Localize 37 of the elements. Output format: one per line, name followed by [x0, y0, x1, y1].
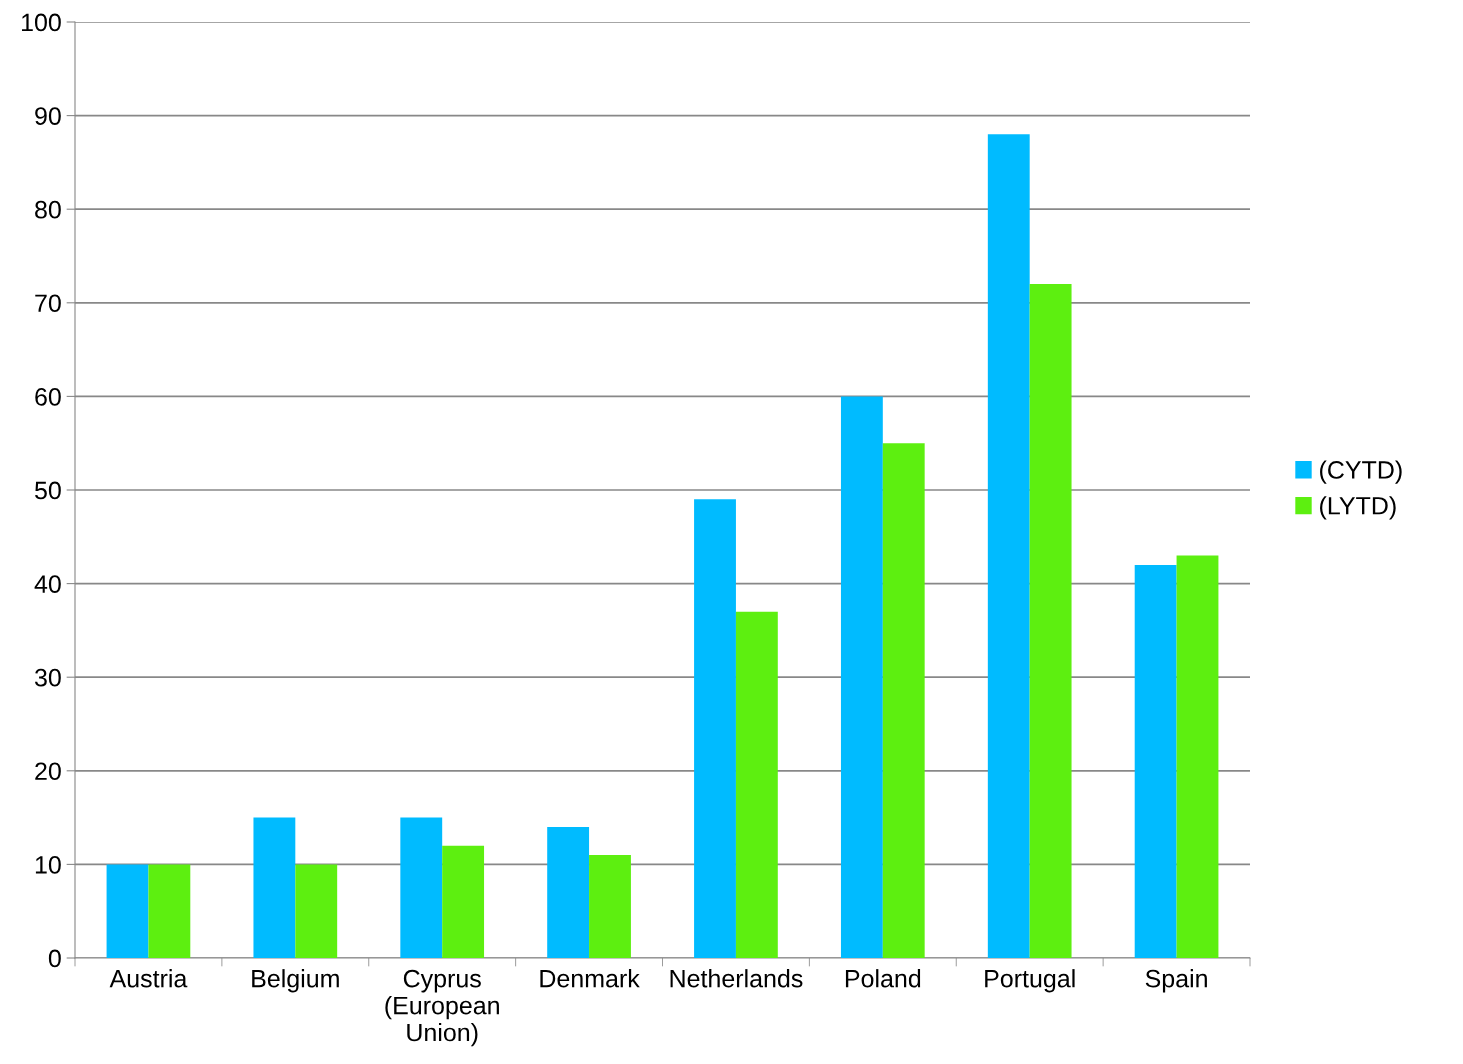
y-tick-label: 70 [35, 294, 61, 313]
bar [295, 864, 338, 958]
x-tick-label: Poland [845, 969, 921, 988]
y-tick-label: 0 [48, 949, 61, 968]
y-tick-label: 100 [22, 13, 61, 32]
bar [840, 396, 883, 958]
y-tick-label: 30 [34, 668, 61, 687]
x-tick-label: Denmark [540, 969, 640, 988]
bar [694, 499, 736, 958]
y-tick-label: 90 [35, 107, 61, 125]
bar [547, 826, 590, 958]
y-tick-label: 40 [34, 575, 61, 593]
bar [253, 817, 296, 958]
y-tick-label: 80 [35, 200, 61, 219]
bar [589, 855, 631, 958]
y-tick-label: 20 [35, 762, 61, 781]
bar [882, 443, 925, 958]
legend-label: (CYTD) [1320, 460, 1402, 484]
x-tick-label: Portugal [985, 969, 1075, 993]
bar [987, 134, 1030, 958]
x-tick-label: Austria [109, 969, 188, 988]
y-tick-label: 10 [35, 856, 61, 874]
bar [1176, 555, 1219, 958]
bar [1134, 564, 1177, 958]
bar [148, 864, 191, 958]
x-tick-label: Cyprus (European Union) [385, 969, 499, 1047]
bar [735, 611, 778, 958]
x-tick-label: Spain [1145, 969, 1207, 993]
y-tick-label: 50 [35, 481, 61, 500]
y-tick-label: 60 [35, 388, 61, 406]
x-tick-label: Netherlands [670, 969, 803, 988]
bar [442, 845, 485, 958]
bar [1029, 284, 1072, 958]
legend-label: (LYTD) [1320, 496, 1396, 520]
bar [400, 817, 443, 958]
bar [106, 864, 149, 958]
x-tick-label: Belgium [252, 969, 339, 993]
